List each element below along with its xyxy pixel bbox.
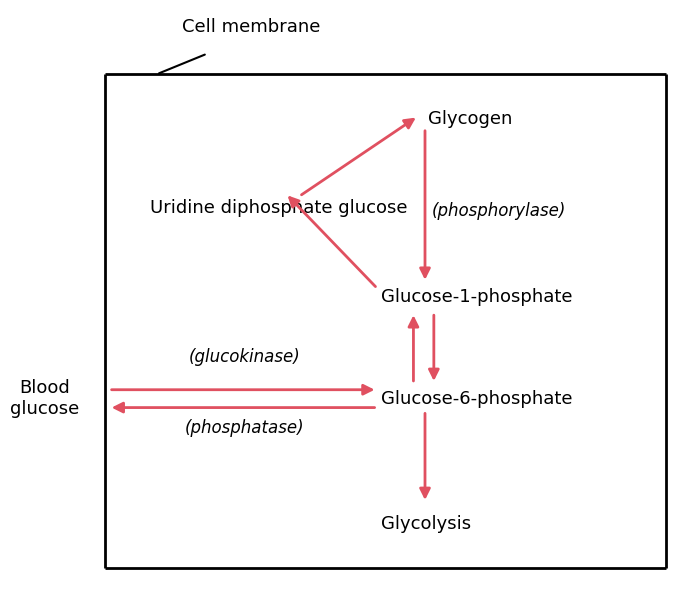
Text: Cell membrane: Cell membrane xyxy=(182,18,321,36)
Text: Glycolysis: Glycolysis xyxy=(381,515,471,533)
Text: Blood
glucose: Blood glucose xyxy=(10,379,79,418)
Text: (glucokinase): (glucokinase) xyxy=(189,348,301,366)
Text: Glycogen: Glycogen xyxy=(428,110,513,128)
Text: Glucose-1-phosphate: Glucose-1-phosphate xyxy=(381,289,573,306)
Text: (phosphatase): (phosphatase) xyxy=(185,419,305,437)
Text: Glucose-6-phosphate: Glucose-6-phosphate xyxy=(381,390,573,408)
Text: Uridine diphosphate glucose: Uridine diphosphate glucose xyxy=(150,199,407,217)
Text: (phosphorylase): (phosphorylase) xyxy=(432,202,566,220)
